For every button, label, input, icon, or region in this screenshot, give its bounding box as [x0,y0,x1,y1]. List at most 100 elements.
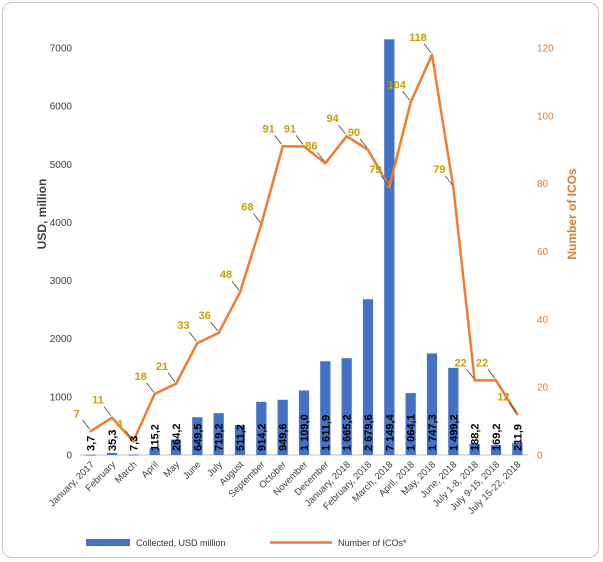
line-label-leader [189,331,197,342]
bar [192,417,203,455]
line-value-label: 22 [455,357,467,369]
legend-swatch-bar [86,539,130,546]
line-point [260,223,263,226]
line-value-label: 48 [220,269,232,281]
line-label-leader [210,321,218,332]
line-label-leader [487,369,496,379]
data-labels: 3,7 35,3 7,3 115,2 264,2 649,5 719,2 511,2 914,2… [74,32,525,451]
bar-value-label: 1 109,0 [299,414,311,451]
line-value-label: 94 [327,113,340,125]
line-point [473,379,476,382]
line-label-leader [253,213,261,223]
y-tick-left: 5000 [50,160,73,171]
line-value-label: 18 [135,371,147,383]
y-tick-right: 20 [537,383,549,394]
line-label-leader [274,135,282,145]
line-value-label: 79 [369,164,381,176]
line-value-label: 36 [199,310,211,322]
bar-value-label: 188,2 [470,423,482,451]
y-axis-title-left: USD, million [35,179,49,250]
line-label-leader [509,403,517,413]
line-point [452,185,455,189]
line-point [345,134,348,138]
bar [341,358,352,455]
bar [213,413,224,455]
bar-value-label: 1 499,2 [448,414,460,451]
bar-value-label: 1 665,2 [342,414,354,451]
line-value-label: 21 [156,361,168,373]
line-point [174,382,178,385]
y-axis-title-right: Number of ICOs [565,168,579,260]
y-tick-left: 3000 [50,276,73,287]
line-series [89,53,519,443]
line-point [302,145,306,148]
bar [426,353,438,455]
line-value-label: 4 [116,418,123,430]
y-tick-left: 4000 [50,218,73,229]
bar [362,299,374,455]
legend-label-bar: Collected, USD million [136,538,226,548]
bar [234,425,246,455]
bars [85,39,523,456]
line-point [409,101,412,104]
line-label-leader [82,420,90,430]
line-label-leader [359,138,368,148]
bar [128,454,139,456]
bar [170,439,182,455]
x-category-label: May [162,459,183,480]
line-label-leader [466,369,474,379]
line-point [388,185,391,189]
line-value-label: 12 [497,391,509,403]
legend: Collected, USD million Number of ICOs* [86,538,407,548]
line-point [324,162,327,165]
bar [448,367,459,455]
line-label-leader [445,175,453,186]
line-point [132,440,135,443]
line-value-label: 91 [263,123,275,135]
line-point [494,379,498,382]
line-value-label: 91 [284,123,296,135]
line-label-leader [295,135,304,145]
bar [469,444,480,455]
y-tick-left: 1000 [50,392,73,403]
bar [384,39,395,456]
bar-value-label: 264,2 [171,423,183,451]
bar [106,452,118,455]
y-tick-right: 40 [537,315,549,326]
x-category-label: June [181,459,203,481]
line-value-label: 86 [305,140,317,152]
y-tick-left: 7000 [50,44,73,55]
y-tick-right: 0 [537,451,543,462]
bar-value-label: 1 611,9 [320,415,332,451]
line-value-label: 90 [348,127,360,139]
bar-value-label: 169,2 [491,423,503,451]
line-point [238,291,242,294]
line-point [196,341,199,345]
line-label-leader [381,175,389,186]
line-label-leader [167,372,176,383]
line-value-label: 22 [476,357,488,369]
line-label-leader [423,43,432,54]
line-point [153,392,156,396]
line-point [366,148,370,151]
line-point [110,416,114,419]
line-point [217,331,220,335]
line-value-label: 68 [241,201,253,213]
bar [490,445,502,455]
bar-value-label: 914,2 [256,423,268,451]
line-point [516,413,519,416]
y-tick-right: 60 [537,247,549,258]
x-category-label: April [140,459,161,480]
bar [512,442,523,455]
bar-value-label: 511,2 [235,424,247,451]
y-tick-left: 0 [66,451,72,462]
bar-value-label: 115,2 [150,424,162,451]
line-label-leader [125,430,133,440]
bar [256,401,267,455]
bar-value-label: 719,2 [214,423,226,451]
line-label-leader [103,406,112,416]
bar-value-label: 7,3 [128,436,140,451]
legend-label-line: Number of ICOs* [338,538,407,548]
